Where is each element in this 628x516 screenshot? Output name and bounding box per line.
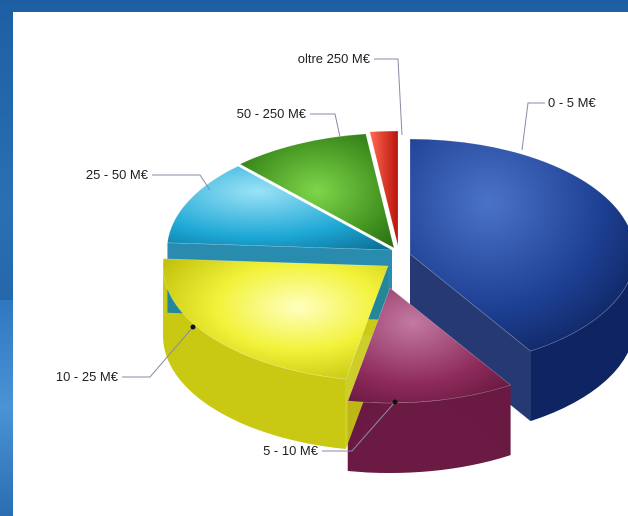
slice-label: 5 - 10 M€: [263, 443, 319, 458]
pie-slice-side: [530, 282, 628, 422]
leader-dot: [190, 324, 196, 330]
leader-line: [310, 113, 341, 138]
pie-slice: [239, 133, 395, 249]
slice-label: 25 - 50 M€: [86, 167, 149, 182]
leader-line: [521, 102, 545, 151]
pie-slice: [369, 130, 399, 247]
pie-slice: [167, 165, 393, 251]
pie-slice: [162, 258, 389, 380]
leader-line: [152, 174, 211, 191]
background-edge: [0, 300, 13, 516]
leader-line: [122, 326, 194, 378]
pie-slice-side: [163, 266, 346, 449]
leader-dot: [392, 399, 398, 405]
slice-label: oltre 250 M€: [298, 51, 371, 66]
leader-line: [374, 58, 403, 136]
pie-slice: [409, 138, 628, 352]
leader-line: [322, 401, 396, 452]
slice-label: 50 - 250 M€: [237, 106, 307, 121]
pie-slice: [347, 287, 512, 404]
slice-label: 10 - 25 M€: [56, 369, 119, 384]
slice-label: 0 - 5 M€: [548, 95, 596, 110]
